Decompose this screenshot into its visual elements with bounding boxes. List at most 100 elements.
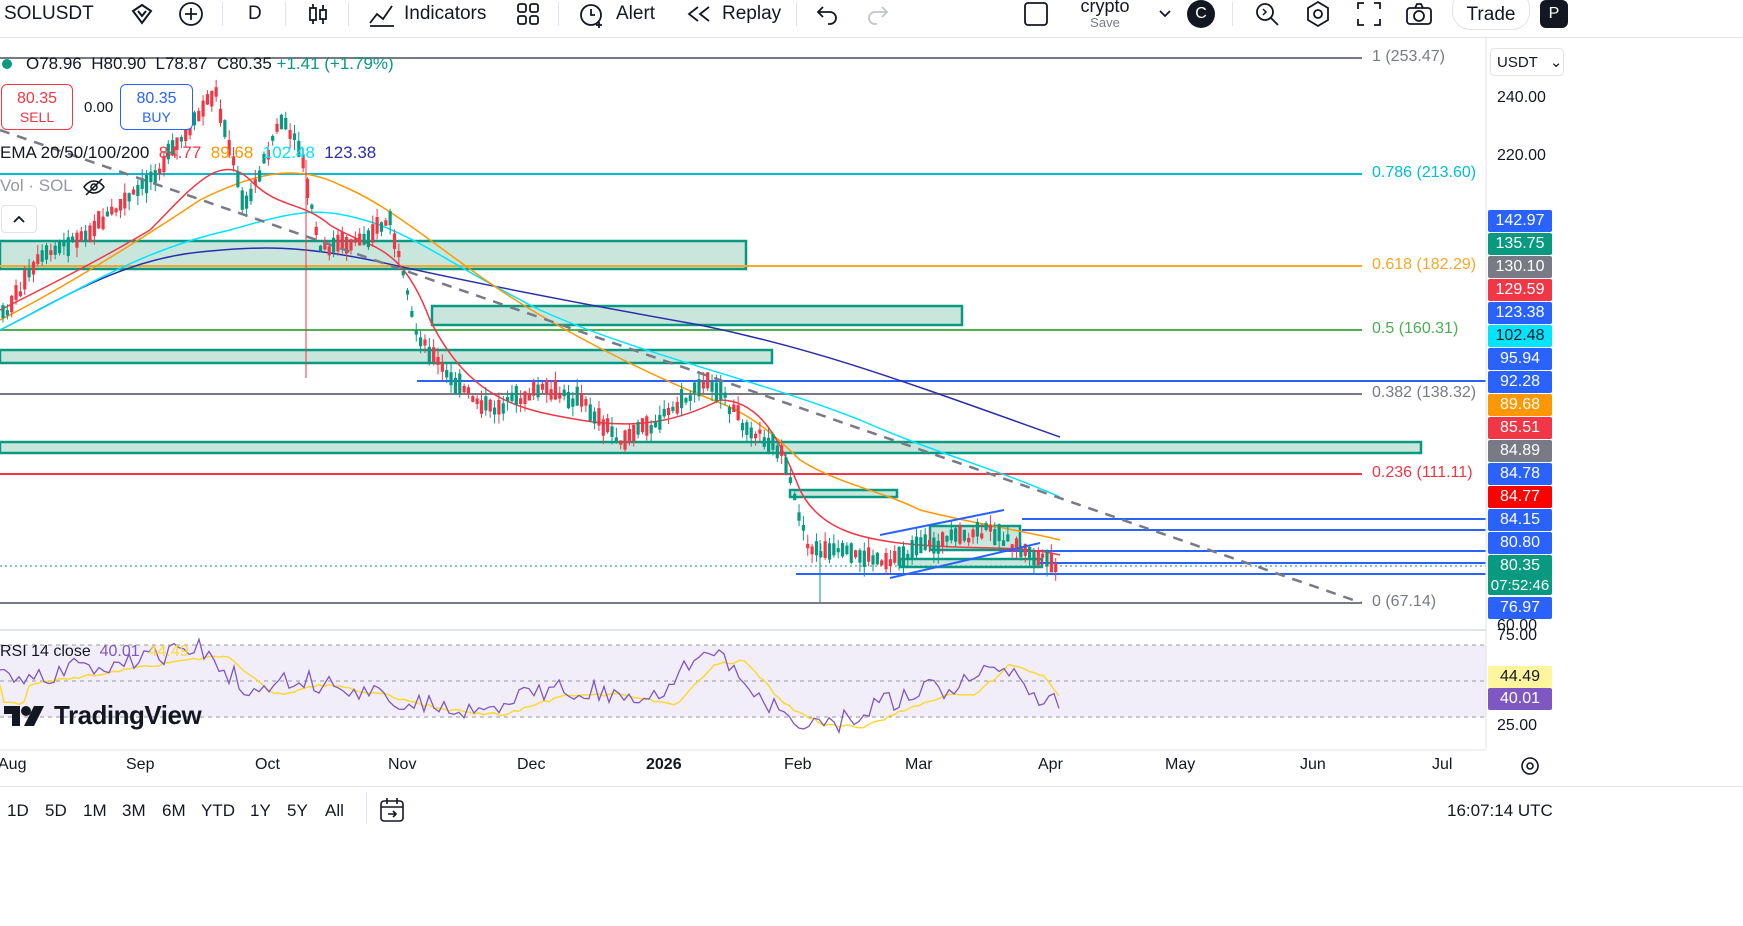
candle-body [462,385,466,393]
candle-body [62,240,66,247]
collapse-legend-button[interactable] [1,205,37,233]
rsi-legend[interactable]: RSI 14 close 40.01 44.49 [0,643,189,661]
fib-level-label: 0.618 (182.29) [1372,256,1477,273]
interval-button[interactable]: D [248,3,262,24]
candle-body [110,206,114,215]
candle-body [466,387,471,394]
candle-body [23,270,27,290]
hidden-eye-icon[interactable] [82,177,105,196]
range-button-ytd[interactable]: YTD [201,801,235,820]
fullscreen-icon[interactable] [1356,0,1382,28]
candle-body [253,179,257,186]
sell-button[interactable]: 80.35 SELL [1,84,73,130]
candle-body [5,310,9,316]
tradingview-watermark[interactable]: TradingView [4,700,202,731]
candle-body [975,521,979,537]
candle-body [71,236,75,241]
candle-body [471,396,475,402]
candle-body [301,154,305,169]
camera-icon[interactable] [1405,0,1433,28]
candle-body [149,171,153,183]
layout-icon[interactable] [1023,0,1049,28]
candle-body [858,550,862,563]
candle-body [275,123,279,132]
quick-search-icon[interactable] [1254,0,1280,28]
indicators-button[interactable]: Indicators [368,0,486,28]
alert-button[interactable]: Alert [578,0,655,28]
favorite-icon[interactable] [130,0,154,28]
candle-body [332,237,336,253]
chevron-down-icon[interactable] [1158,0,1172,28]
candle-body [345,237,349,254]
candle-body [475,398,479,405]
candle-body [927,539,932,546]
candle-body [214,87,218,97]
dashed-trendline [0,128,1363,605]
candle-body [153,170,157,183]
candle-body [880,560,884,566]
profile-button[interactable]: P [1540,0,1568,28]
candle-body [584,399,588,406]
candle-body [993,529,997,546]
candle-body [262,153,266,164]
candle-body [962,529,966,541]
price-axis-label: 95.94 [1488,348,1552,370]
compare-add-icon[interactable] [178,0,204,28]
symbol-search[interactable]: SOLUSDT [4,3,94,24]
candles-icon[interactable] [307,0,329,28]
candle-body [1032,551,1036,566]
range-button-1d[interactable]: 1D [7,801,29,820]
price-tick-220: 220.00 [1497,147,1546,164]
layout-name-button[interactable]: crypto Save [1072,0,1138,30]
candle-body [645,416,649,436]
range-button-5y[interactable]: 5Y [287,801,308,820]
candle-body [967,537,971,543]
settings-gear-icon[interactable] [1304,0,1332,28]
candle-body [893,551,897,563]
ema-legend[interactable]: EMA 20/50/100/200 84.77 89.68 102.48 123… [0,143,376,163]
trade-button[interactable]: Trade [1452,0,1530,30]
price-axis-label: 84.77 [1488,486,1552,508]
candle-body [719,379,723,400]
volume-legend[interactable]: Vol · SOL [0,176,105,196]
candle-body [854,550,858,558]
redo-icon[interactable] [866,0,890,28]
ohlc-open: O78.96 [26,54,82,73]
range-button-6m[interactable]: 6M [162,801,186,820]
currency-selector[interactable]: USDT ⌄ [1490,48,1564,76]
time-axis-label: Apr [1038,756,1063,773]
undo-icon[interactable] [815,0,839,28]
ema20-value: 84.77 [158,143,202,162]
fib-level-label: 0.236 (111.11) [1372,464,1473,481]
candle-body [388,211,392,226]
candle-body [288,130,292,139]
goto-date-icon[interactable] [379,797,405,828]
range-button-3m[interactable]: 3M [122,801,146,820]
clock-timezone[interactable]: 16:07:14 UTC [1447,801,1553,820]
range-button-all[interactable]: All [325,801,344,820]
candle-body [801,525,805,531]
user-avatar[interactable]: C [1187,0,1215,28]
candle-body [397,250,401,258]
candle-body [236,171,240,188]
ema-line [0,168,1061,556]
range-button-1m[interactable]: 1M [83,801,107,820]
buy-button[interactable]: 80.35 BUY [120,84,193,130]
replay-button[interactable]: Replay [686,0,781,28]
candle-body [314,226,318,236]
candle-body [492,407,497,415]
templates-icon[interactable] [516,0,540,28]
range-button-5d[interactable]: 5D [45,801,67,820]
candle-body [662,408,666,417]
candle-body [749,427,753,439]
rsi-value: 40.01 [99,643,140,660]
candle-body [410,310,414,317]
price-chart[interactable] [0,38,1743,786]
range-button-1y[interactable]: 1Y [250,801,271,820]
axis-settings-icon[interactable] [1519,755,1541,782]
candle-body [519,398,523,405]
candle-body [714,382,718,401]
candle-body [949,529,953,541]
trade-label: Trade [1466,4,1516,25]
price-axis-label: 76.97 [1488,597,1552,619]
